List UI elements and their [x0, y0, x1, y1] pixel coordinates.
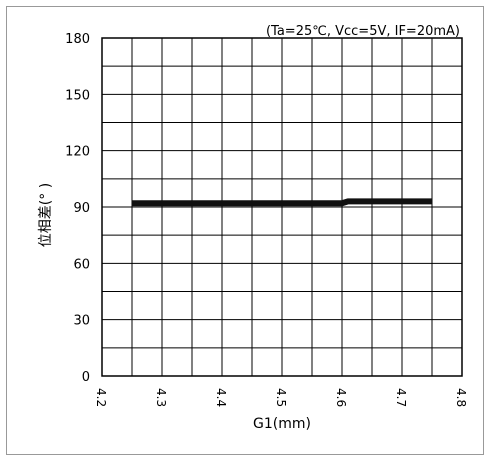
x-tick-label: 4.2: [94, 388, 108, 407]
y-tick-label: 0: [82, 370, 90, 385]
x-tick-labels: 4.2 4.3 4.4 4.5 4.6 4.7 4.8: [94, 388, 468, 407]
x-tick-label: 4.8: [454, 388, 468, 407]
x-tick-label: 4.6: [334, 388, 348, 407]
y-tick-labels: 0 30 60 90 120 150 180: [65, 32, 90, 385]
plot-area: [101, 37, 463, 377]
chart-annotation: (Ta=25℃, Vcc=5V, IF=20mA): [266, 24, 460, 39]
x-tick-label: 4.5: [274, 388, 288, 407]
x-tick-label: 4.7: [394, 388, 408, 407]
x-tick-label: 4.3: [154, 388, 168, 407]
grid: [102, 38, 462, 376]
outer-border: [6, 6, 484, 455]
series-line: [132, 198, 432, 207]
y-tick-label: 150: [65, 88, 90, 103]
y-tick-label: 120: [65, 145, 90, 160]
y-tick-label: 90: [73, 201, 90, 216]
y-tick-label: 60: [73, 257, 90, 272]
x-axis-label: G1(mm): [253, 416, 311, 432]
y-axis-label: 位相差(° ): [38, 183, 54, 247]
y-tick-label: 180: [65, 32, 90, 47]
x-tick-label: 4.4: [214, 388, 228, 407]
y-tick-label: 30: [73, 314, 90, 329]
